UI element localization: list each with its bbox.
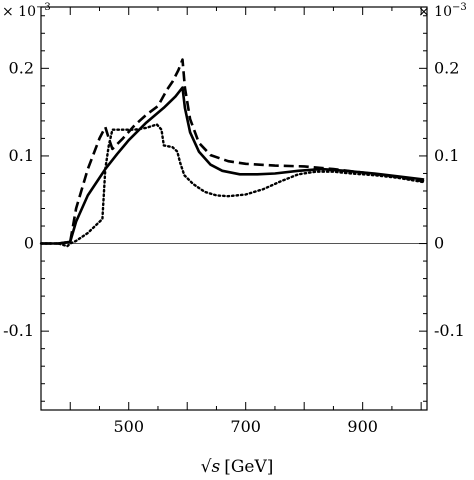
y-scale-label-left: × 10−3	[2, 2, 51, 20]
series-line-dashed	[41, 58, 425, 245]
y-tick-label-left: 0.1	[9, 146, 34, 165]
plot-frame	[40, 6, 428, 411]
y-tick-label-left: 0	[24, 234, 34, 253]
y-tick-label-right: 0.2	[434, 58, 459, 77]
y-tick-label-left: 0.2	[9, 58, 34, 77]
x-tick-label: 500	[113, 417, 144, 436]
y-tick-label-right: -0.1	[434, 321, 465, 340]
series-line-solid	[41, 86, 425, 245]
x-tick-label: 900	[347, 417, 378, 436]
series-line-dotted	[39, 123, 426, 248]
y-tick-label-left: -0.1	[3, 321, 34, 340]
y-tick-label-right: 0.1	[434, 146, 459, 165]
y-scale-label-right: × 10−3	[418, 2, 467, 20]
x-tick-label: 700	[230, 417, 261, 436]
y-tick-label-right: 0	[434, 234, 444, 253]
x-axis-title: √s [GeV]	[201, 457, 274, 477]
